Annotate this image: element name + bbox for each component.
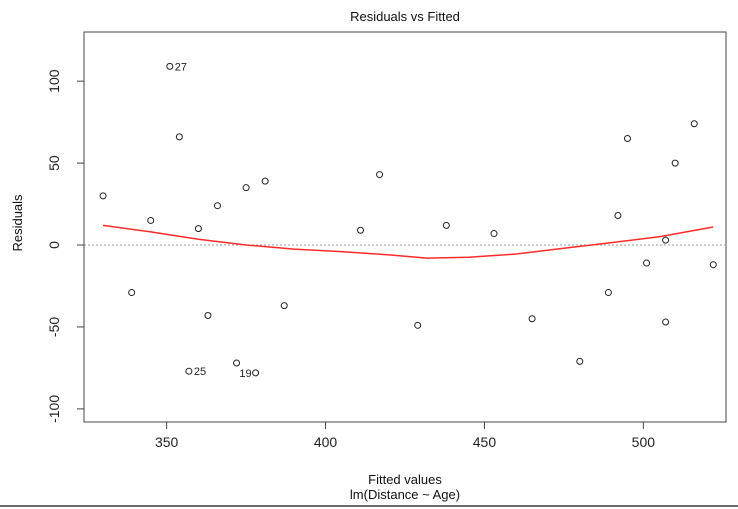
y-tick-label: 0 bbox=[46, 241, 62, 249]
data-point bbox=[166, 62, 174, 70]
y-tick-label: 100 bbox=[46, 69, 62, 93]
data-point bbox=[662, 236, 670, 244]
data-point bbox=[147, 216, 155, 224]
data-point bbox=[671, 159, 679, 167]
data-point bbox=[213, 202, 221, 210]
bottom-border-line bbox=[0, 505, 738, 507]
y-tick-label: 50 bbox=[46, 155, 62, 171]
data-point bbox=[442, 221, 450, 229]
data-point bbox=[528, 315, 536, 323]
data-point bbox=[376, 171, 384, 179]
plot-frame bbox=[83, 31, 727, 423]
data-point bbox=[252, 369, 260, 377]
data-point bbox=[414, 321, 422, 329]
data-point bbox=[261, 177, 269, 185]
data-point bbox=[604, 289, 612, 297]
data-point bbox=[185, 367, 193, 375]
data-point bbox=[576, 357, 584, 365]
x-tick-label: 450 bbox=[473, 434, 497, 450]
chart-title-group: Residuals vs Fitted bbox=[350, 9, 460, 24]
data-point bbox=[233, 359, 241, 367]
data-points: 27 25 19 bbox=[99, 61, 717, 380]
x-tick-label: 400 bbox=[314, 434, 338, 450]
data-point bbox=[623, 135, 631, 143]
data-point bbox=[357, 226, 365, 234]
data-point bbox=[614, 212, 622, 220]
x-axis-subtitle: lm(Distance ~ Age) bbox=[350, 487, 460, 502]
y-axis-label: Residuals bbox=[10, 194, 25, 252]
x-tick-label: 350 bbox=[155, 434, 179, 450]
y-tick-label: -100 bbox=[46, 395, 62, 423]
data-point bbox=[175, 133, 183, 141]
data-point bbox=[194, 225, 202, 233]
data-point bbox=[690, 120, 698, 128]
y-axis: -100 -50 0 50 100 bbox=[46, 69, 85, 423]
data-point bbox=[280, 302, 288, 310]
data-point bbox=[99, 192, 107, 200]
data-point bbox=[709, 261, 717, 269]
chart-title: Residuals vs Fitted bbox=[350, 9, 460, 24]
point-label: 25 bbox=[194, 366, 206, 378]
x-tick-label: 500 bbox=[632, 434, 656, 450]
x-axis-label: Fitted values bbox=[368, 472, 442, 487]
x-axis: 350 400 450 500 bbox=[155, 421, 656, 450]
data-point bbox=[128, 289, 136, 297]
data-point bbox=[643, 259, 651, 267]
point-label: 27 bbox=[175, 61, 187, 73]
point-label: 19 bbox=[239, 368, 251, 380]
data-point bbox=[662, 318, 670, 326]
loess-smoother-line bbox=[102, 224, 714, 259]
data-point bbox=[204, 311, 212, 319]
data-point bbox=[242, 184, 250, 192]
y-tick-label: -50 bbox=[46, 317, 62, 337]
data-point bbox=[490, 230, 498, 238]
